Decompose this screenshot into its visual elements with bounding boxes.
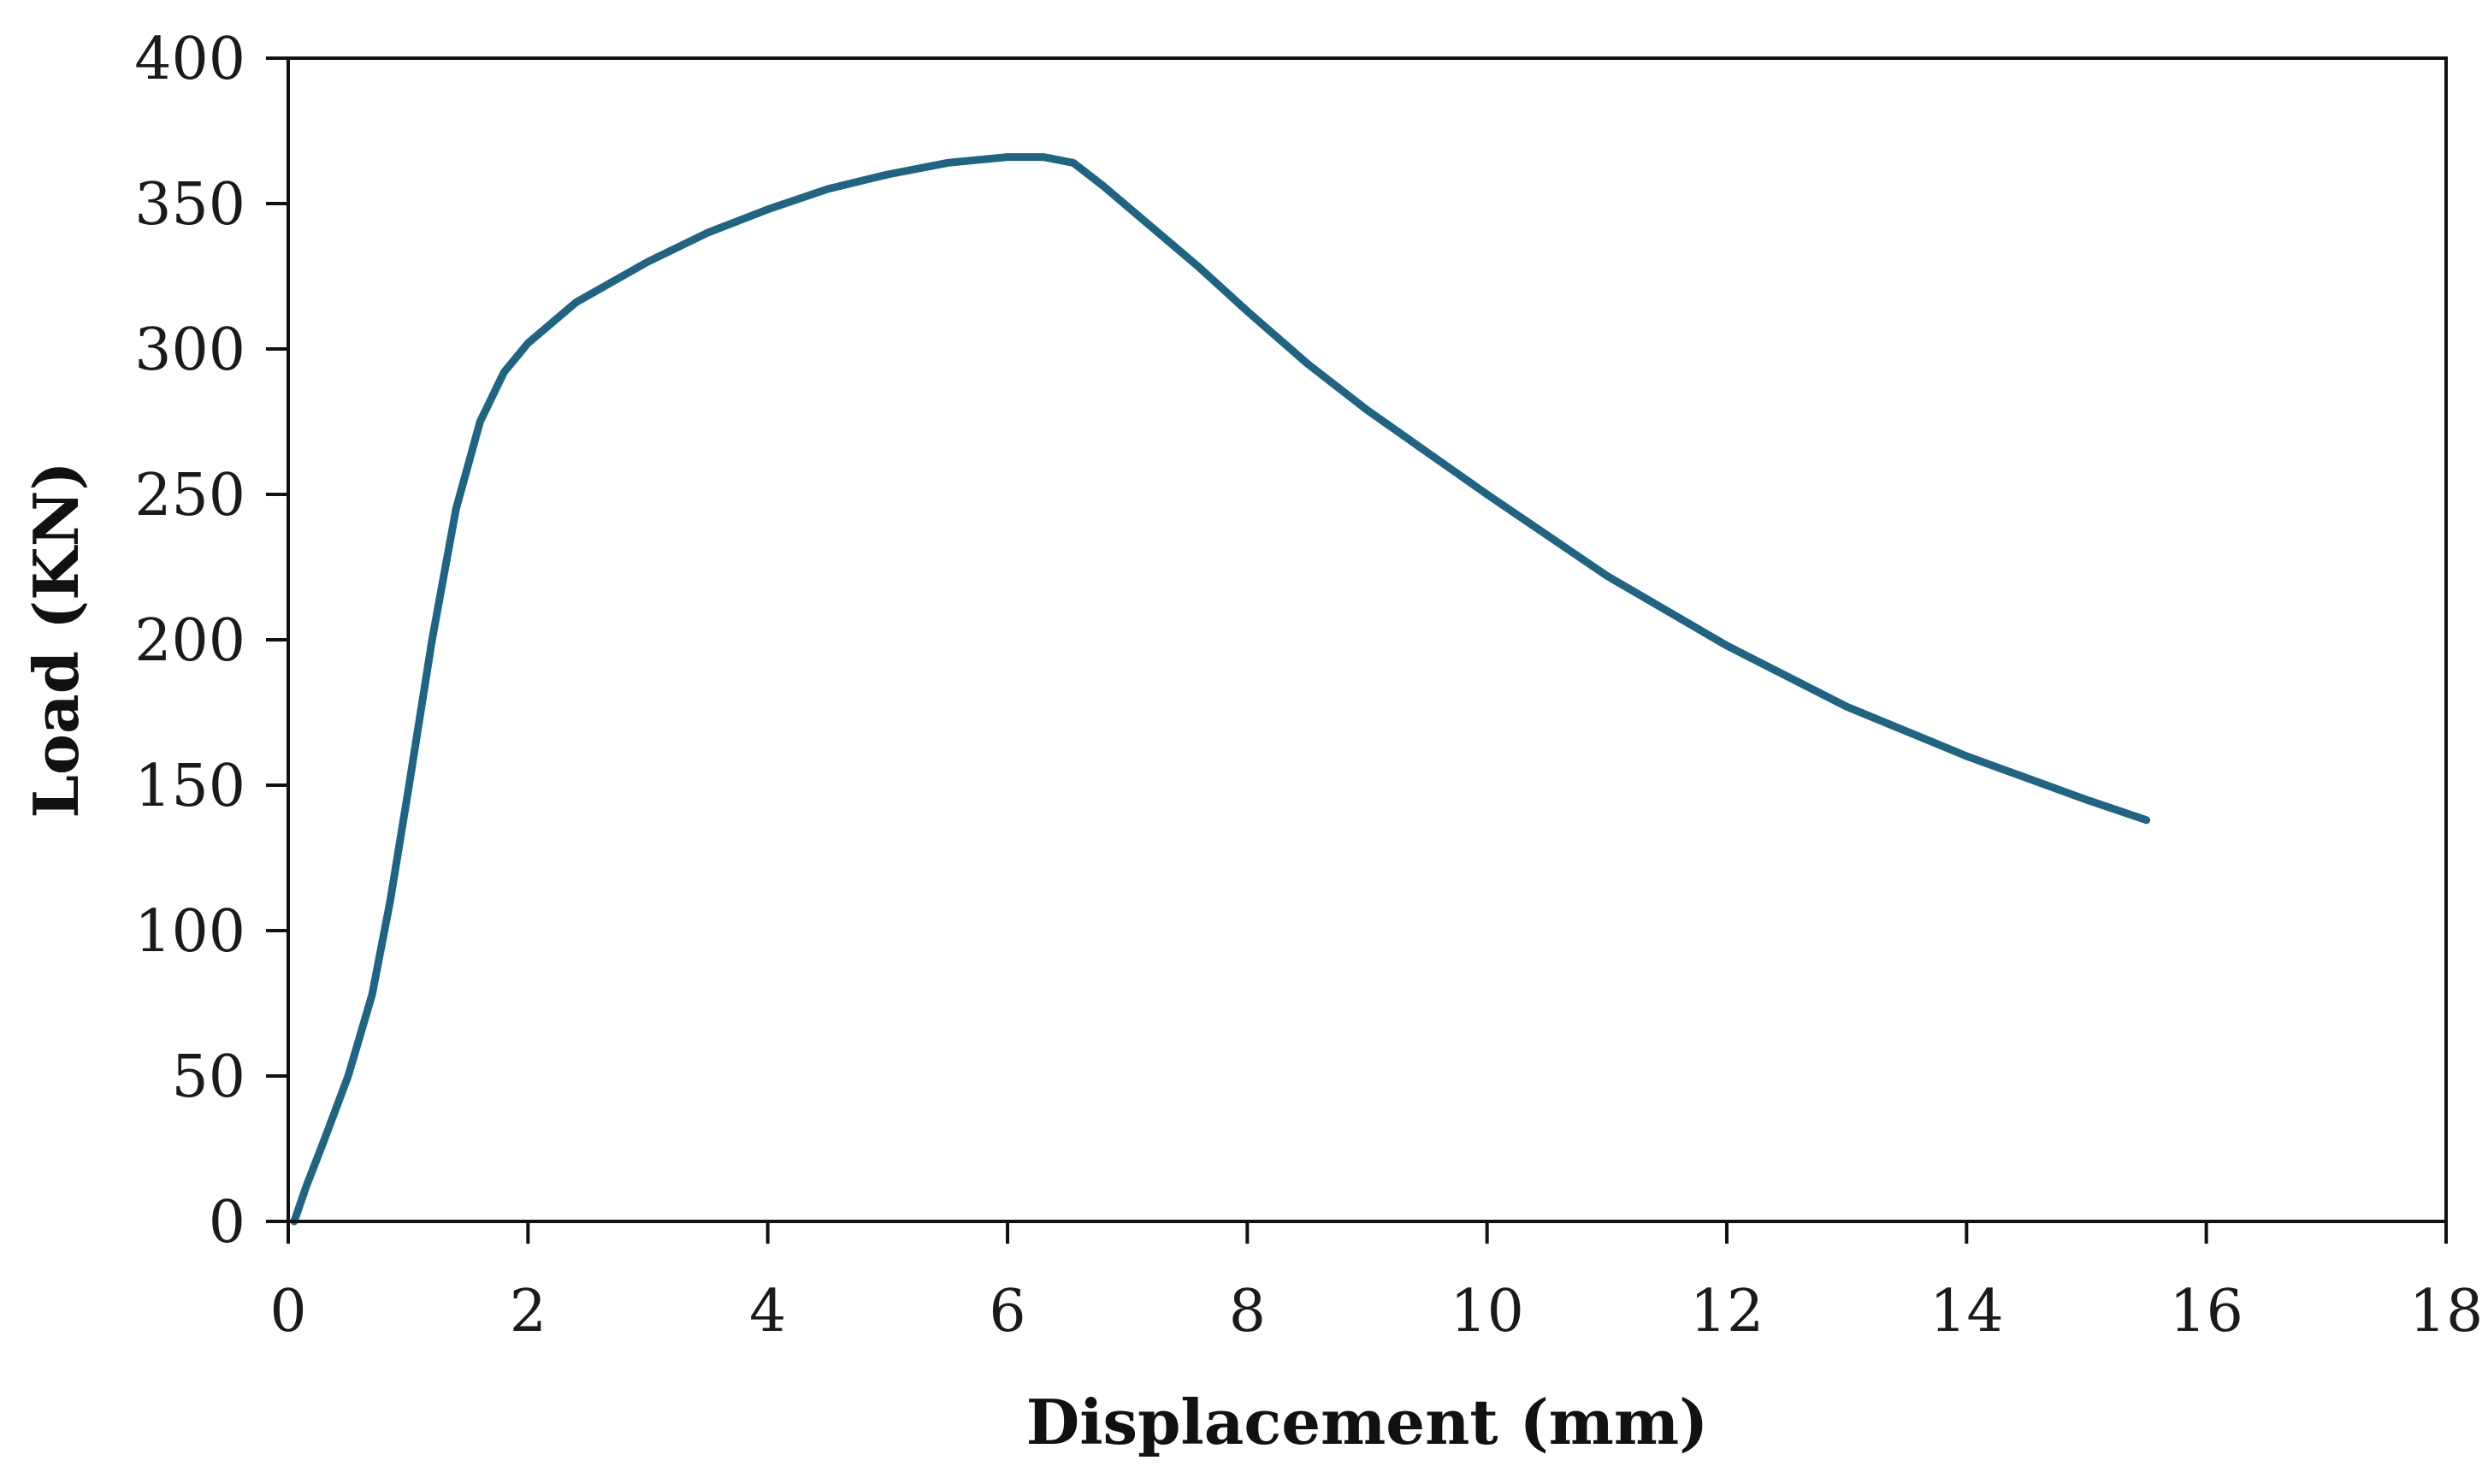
y-tick-label: 100 [134,898,245,966]
y-axis-tick-labels: 0 50 100 150 200 250 300 350 400 [134,26,245,1256]
x-tick-label: 4 [749,1278,786,1345]
x-tick-label: 14 [1930,1278,2004,1345]
x-tick-label: 10 [1450,1278,1524,1345]
y-tick-label: 0 [209,1189,245,1256]
x-tick-label: 0 [269,1278,306,1345]
y-tick-label: 150 [134,753,245,820]
x-tick-label: 2 [510,1278,547,1345]
y-axis-title: Load (KN) [20,461,92,818]
x-axis-ticks [287,1221,2448,1244]
x-tick-label: 18 [2409,1278,2484,1345]
x-tick-label: 16 [2169,1278,2243,1345]
y-tick-label: 200 [134,607,245,675]
y-tick-label: 350 [134,171,245,239]
x-tick-label: 12 [1690,1278,1764,1345]
y-tick-label: 50 [171,1044,245,1111]
y-axis-ticks [266,56,288,1223]
plot-frame [287,56,2448,1223]
load-displacement-curve [290,153,2151,1226]
x-tick-label: 6 [989,1278,1025,1345]
x-axis-tick-labels: 0 2 4 6 8 10 12 14 16 18 [269,1278,2483,1345]
y-tick-label: 300 [134,316,245,384]
x-axis-title: Displacement (mm) [1026,1386,1708,1458]
y-tick-label: 250 [134,462,245,529]
y-tick-label: 400 [134,26,245,93]
x-tick-label: 8 [1229,1278,1266,1345]
